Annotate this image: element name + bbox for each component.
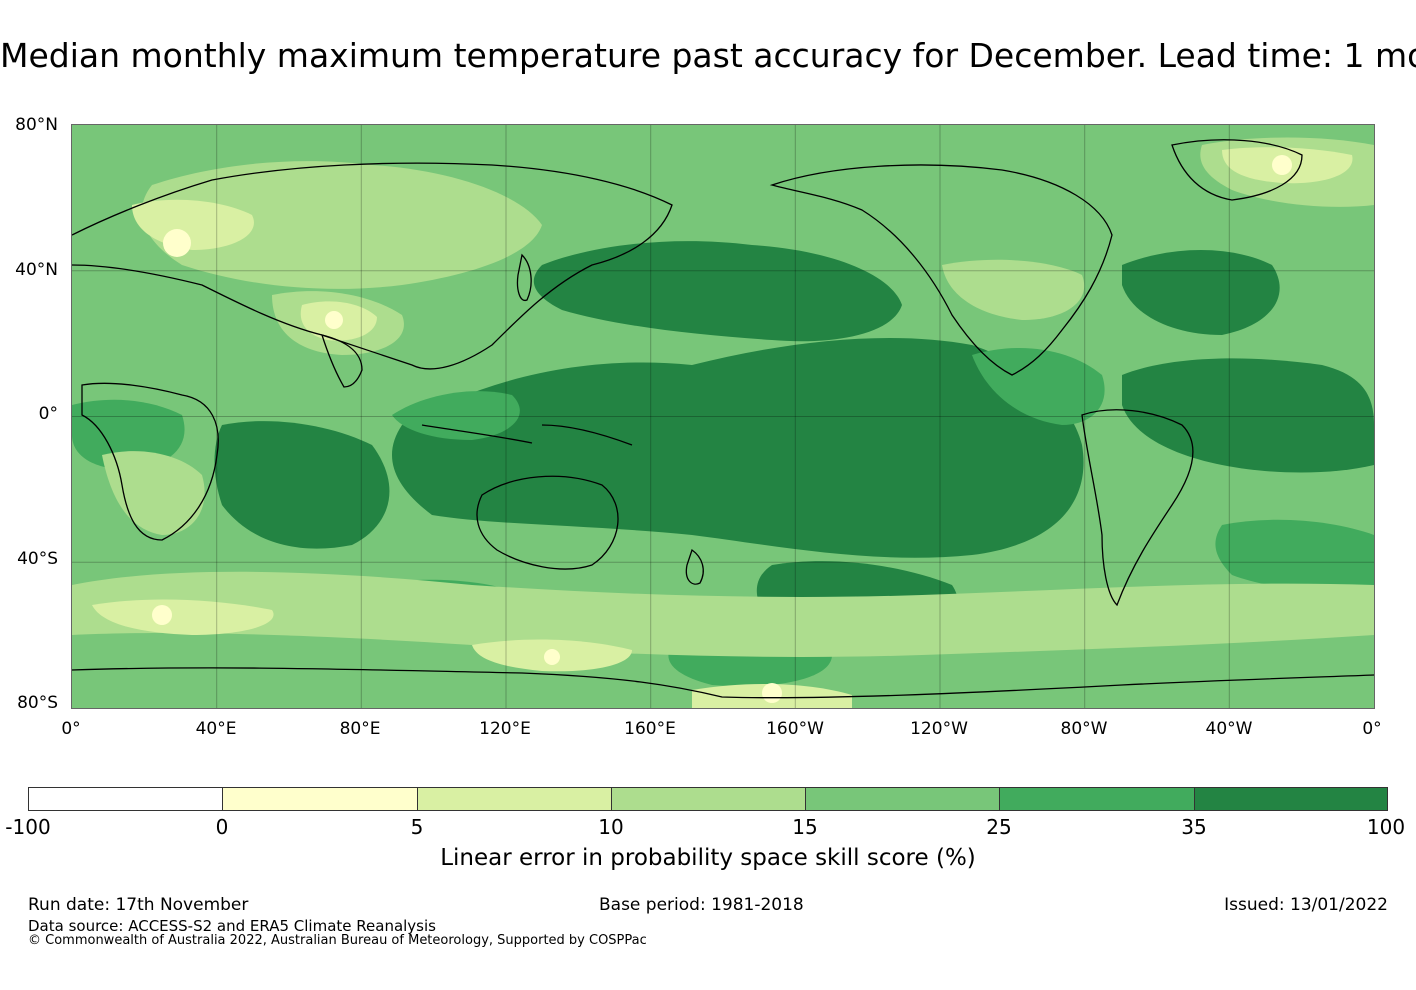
colorbar-segment [416, 787, 611, 811]
lon-label-40w: 40°W [1205, 719, 1253, 739]
lon-label-0-west: 0° [61, 719, 81, 739]
colorbar-tick: 25 [986, 815, 1012, 839]
map-canvas [72, 125, 1374, 708]
lon-label-120e: 120°E [479, 719, 531, 739]
colorbar-tick: 35 [1181, 815, 1207, 839]
colorbar-tick: 10 [598, 815, 624, 839]
colorbar-tick: 0 [215, 815, 229, 839]
colorbar [28, 787, 1388, 811]
lon-label-160e: 160°E [624, 719, 676, 739]
lat-label-80n: 80°N [15, 115, 58, 135]
lon-label-40e: 40°E [195, 719, 237, 739]
colorbar-tick: 15 [792, 815, 818, 839]
lat-label-40s: 40°S [17, 549, 58, 569]
lon-label-0-east: 0° [1362, 719, 1382, 739]
skill-score-map [71, 124, 1375, 709]
data-source: Data source: ACCESS-S2 and ERA5 Climate … [28, 917, 436, 935]
colorbar-label: Linear error in probability space skill … [440, 845, 976, 871]
base-period: Base period: 1981-2018 [599, 895, 804, 915]
colorbar-segment [999, 787, 1194, 811]
lon-label-120w: 120°W [910, 719, 968, 739]
graticule [72, 125, 1374, 708]
copyright: © Commonwealth of Australia 2022, Austra… [28, 933, 647, 948]
run-date: Run date: 17th November [28, 895, 249, 915]
colorbar-segment [610, 787, 806, 811]
colorbar-tick: -100 [5, 815, 51, 839]
lat-label-0: 0° [38, 404, 58, 424]
lon-label-80w: 80°W [1060, 719, 1108, 739]
lon-label-80e: 80°E [339, 719, 381, 739]
lat-label-80s: 80°S [17, 693, 58, 713]
lon-label-160w: 160°W [766, 719, 824, 739]
issued-date: Issued: 13/01/2022 [1224, 895, 1388, 915]
lat-label-40n: 40°N [15, 260, 58, 280]
colorbar-segment [222, 787, 417, 811]
colorbar-tick: 5 [410, 815, 424, 839]
map-title: Median monthly maximum temperature past … [0, 36, 1416, 75]
colorbar-segment [28, 787, 223, 811]
colorbar-segment [805, 787, 1000, 811]
coastlines [72, 139, 1374, 699]
colorbar-tick: 100 [1366, 815, 1406, 839]
colorbar-segment [1193, 787, 1388, 811]
